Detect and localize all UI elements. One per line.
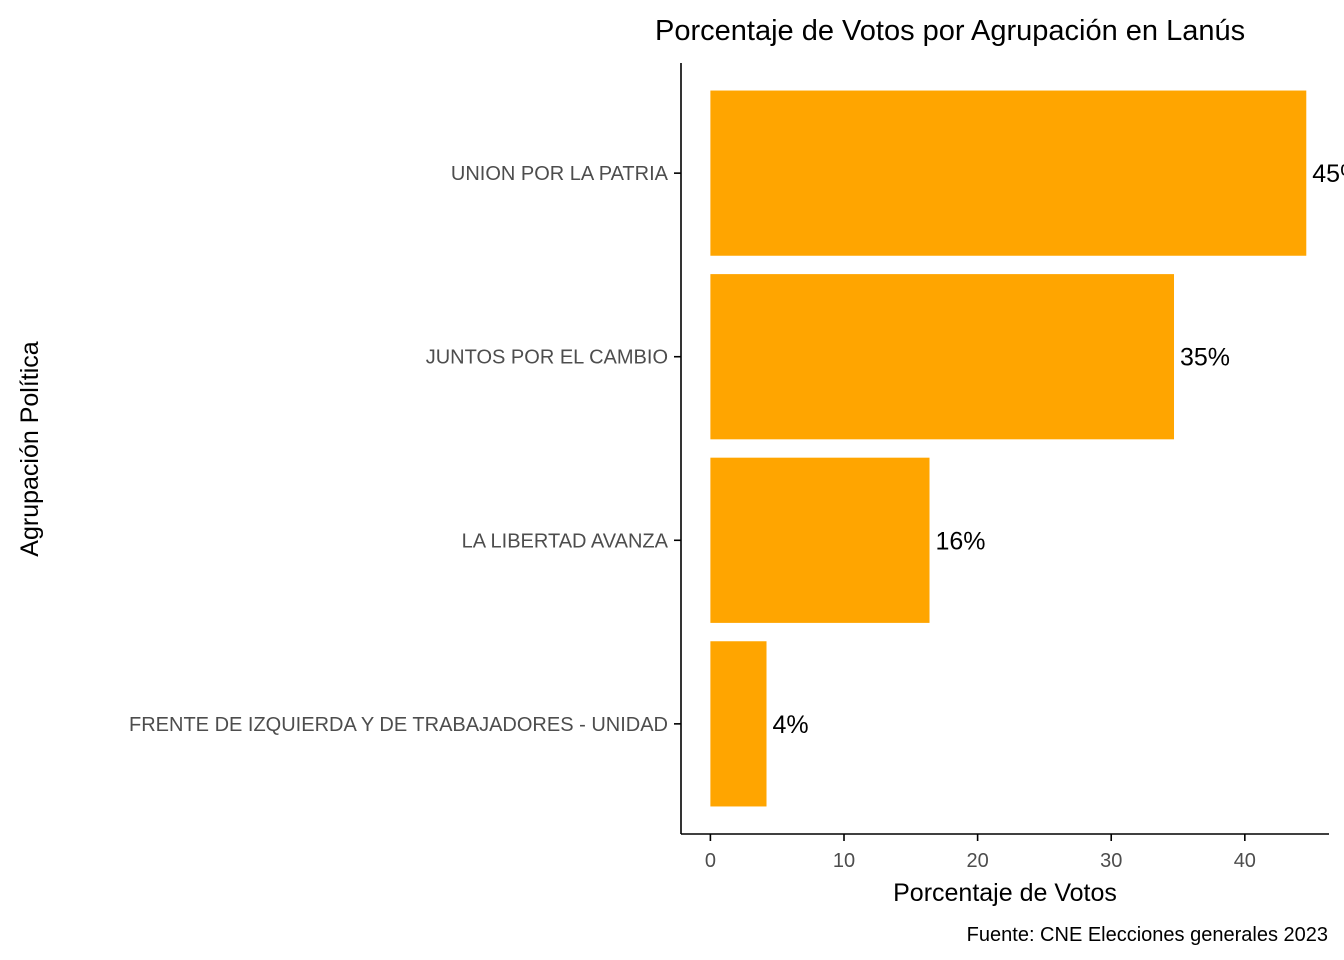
y-tick-label-2: LA LIBERTAD AVANZA: [462, 530, 669, 552]
bar-2: [710, 457, 930, 623]
chart-title: Porcentaje de Votos por Agrupación en La…: [655, 15, 1245, 47]
bar-1: [710, 274, 1175, 440]
data-label-1: 35%: [1180, 344, 1230, 372]
y-axis-title: Agrupación Política: [16, 341, 44, 557]
y-tick-label-1: JUNTOS POR EL CAMBIO: [426, 347, 668, 369]
x-tick-label-2: 20: [966, 850, 988, 872]
chart-caption: Fuente: CNE Elecciones generales 2023: [967, 924, 1328, 946]
bars-layer: [710, 90, 1307, 807]
y-tick-label-3: FRENTE DE IZQUIERDA Y DE TRABAJADORES - …: [129, 714, 668, 736]
x-tick-label-4: 40: [1234, 850, 1256, 872]
x-tick-label-1: 10: [833, 850, 855, 872]
x-tick-label-0: 0: [705, 850, 716, 872]
data-label-0: 45%: [1312, 160, 1344, 188]
x-axis-title: Porcentaje de Votos: [893, 879, 1117, 907]
data-labels: 45% 35% 16% 4%: [773, 160, 1344, 739]
y-tick-label-0: UNION POR LA PATRIA: [451, 163, 669, 185]
x-ticks: 0 10 20 30 40: [705, 834, 1256, 872]
data-label-2: 16%: [936, 527, 986, 555]
x-tick-label-3: 30: [1100, 850, 1122, 872]
y-ticks: UNION POR LA PATRIA JUNTOS POR EL CAMBIO L…: [129, 163, 681, 736]
bar-3: [710, 641, 767, 807]
axes-layer: [680, 63, 1329, 835]
data-label-3: 4%: [773, 711, 809, 739]
bar-0: [710, 90, 1307, 256]
